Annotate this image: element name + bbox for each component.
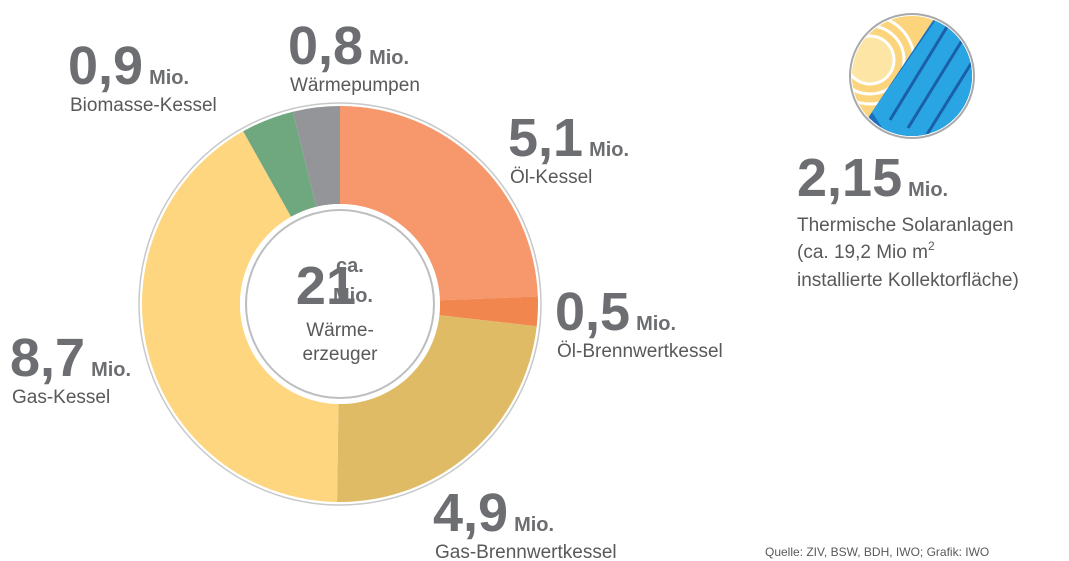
center-label: erzeuger xyxy=(303,344,379,365)
value-label: 0,5 xyxy=(555,282,630,342)
value-unit: Mio. xyxy=(636,313,676,335)
solar-value: 2,15 xyxy=(797,148,902,208)
solar-note-text: (ca. 19,2 Mio m xyxy=(797,242,928,263)
solar-note: installierte Kollektorfläche) xyxy=(797,270,1019,291)
source: Quelle: ZIV, BSW, BDH, IWO; Grafik: IWO xyxy=(765,545,989,559)
center-ring xyxy=(245,209,435,399)
category-label: Gas-Kessel xyxy=(12,387,110,408)
value-unit: Mio. xyxy=(149,67,189,89)
value-label: 0,9 xyxy=(68,36,143,96)
donut-segment xyxy=(439,296,539,327)
category-label: Biomasse-Kessel xyxy=(70,95,217,116)
total-unit: Mio. xyxy=(333,285,373,307)
donut-segment xyxy=(243,111,317,217)
category-label: Gas-Brennwertkessel xyxy=(435,542,617,561)
donut-segment xyxy=(141,131,339,502)
value-label: 0,8 xyxy=(288,16,363,76)
solar-label: Thermische Solaranlagen xyxy=(797,215,1014,236)
value-label: 4,9 xyxy=(433,483,508,543)
solar-annotation: 2,15 Thermische Solaranlagen (ca. 19,2 M… xyxy=(797,148,1019,291)
solar-icon xyxy=(849,13,975,139)
value-unit: Mio. xyxy=(91,359,131,381)
value-label: 5,1 xyxy=(508,108,583,168)
donut-segment xyxy=(340,106,538,301)
total-prefix: ca. xyxy=(336,255,364,277)
outer-ring xyxy=(138,102,542,506)
solar-unit: Mio. xyxy=(908,179,948,201)
value-unit: Mio. xyxy=(589,139,629,161)
center-disk xyxy=(240,204,440,404)
category-label: Öl-Kessel xyxy=(510,167,592,188)
category-label: Wärmepumpen xyxy=(290,75,420,96)
total-value: 21 xyxy=(296,256,356,316)
category-label: Öl-Brennwertkessel xyxy=(557,341,723,362)
donut-segment xyxy=(337,315,537,502)
solar-note-sup: 2 xyxy=(928,239,935,253)
value-label: 8,7 xyxy=(10,328,85,388)
value-unit: Mio. xyxy=(369,47,409,69)
value-unit: Mio. xyxy=(514,514,554,536)
donut-segment xyxy=(292,106,340,207)
solar-note: (ca. 19,2 Mio m2 xyxy=(797,239,935,263)
center-label: Wärme- xyxy=(306,320,374,341)
